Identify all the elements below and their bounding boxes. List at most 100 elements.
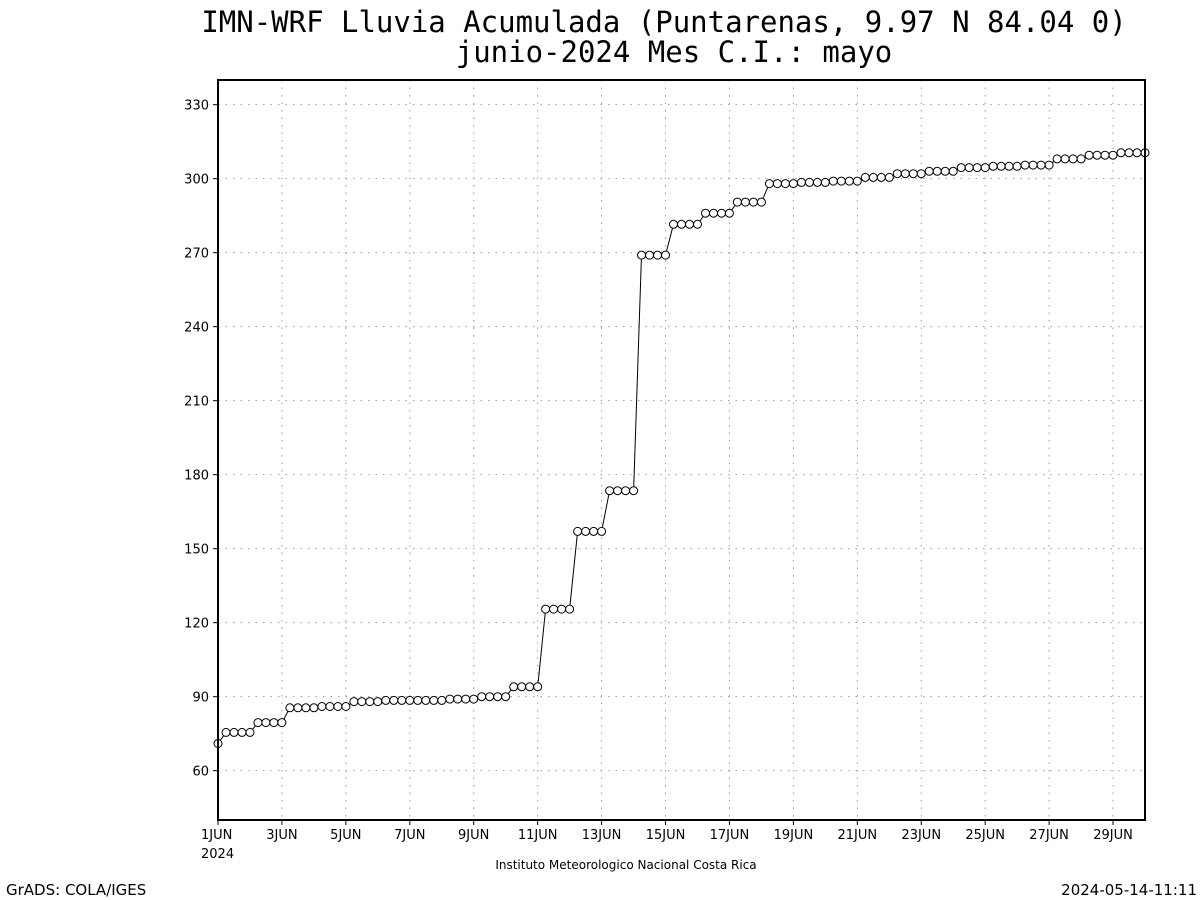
data-point bbox=[1060, 154, 1070, 164]
data-point bbox=[916, 169, 926, 179]
x-tick-label: 17JUN bbox=[710, 828, 750, 843]
chart-title: IMN-WRF Lluvia Acumulada (Puntarenas, 9.… bbox=[201, 5, 1126, 39]
data-point bbox=[533, 682, 543, 692]
data-point bbox=[748, 197, 758, 207]
y-tick-label: 240 bbox=[184, 321, 209, 336]
x-tick-label: 1JUN bbox=[201, 828, 232, 843]
x-tick-label: 13JUN bbox=[582, 828, 622, 843]
data-point bbox=[740, 197, 750, 207]
data-point bbox=[924, 166, 934, 176]
timestamp: 2024-05-14-11:11 bbox=[1061, 881, 1197, 899]
data-point bbox=[1004, 161, 1014, 171]
y-tick-label: 90 bbox=[192, 691, 209, 706]
data-point bbox=[597, 526, 607, 536]
data-point bbox=[453, 694, 463, 704]
y-axis: 60 90 120 150 180 210 240 270 300 330 bbox=[184, 99, 218, 780]
data-point bbox=[229, 727, 239, 737]
data-point bbox=[381, 695, 391, 705]
y-tick-label: 330 bbox=[184, 99, 209, 114]
x-tick-label: 21JUN bbox=[837, 828, 877, 843]
data-point bbox=[693, 219, 702, 229]
data-point bbox=[661, 250, 670, 260]
data-point bbox=[573, 526, 583, 536]
data-point bbox=[413, 695, 423, 705]
data-point bbox=[828, 176, 838, 186]
data-point bbox=[549, 604, 559, 614]
data-point bbox=[461, 694, 471, 704]
data-point bbox=[677, 219, 686, 229]
data-point bbox=[884, 172, 894, 182]
data-point bbox=[245, 727, 255, 737]
data-point bbox=[764, 179, 774, 189]
data-point bbox=[732, 197, 742, 207]
series-line bbox=[217, 152, 1145, 744]
data-point bbox=[996, 161, 1006, 171]
x-tick-sublabel: 2024 bbox=[201, 847, 234, 862]
data-point bbox=[932, 166, 942, 176]
data-point bbox=[493, 692, 503, 702]
x-tick-label: 27JUN bbox=[1029, 828, 1069, 843]
grid bbox=[218, 80, 1145, 820]
x-tick-label: 25JUN bbox=[965, 828, 1005, 843]
data-point bbox=[972, 163, 982, 173]
data-point bbox=[836, 176, 846, 186]
data-point bbox=[445, 694, 455, 704]
y-tick-label: 180 bbox=[184, 469, 209, 484]
data-point bbox=[477, 692, 487, 702]
data-point bbox=[389, 695, 399, 705]
data-point bbox=[237, 727, 247, 737]
data-point bbox=[605, 486, 615, 496]
y-tick-label: 120 bbox=[184, 617, 209, 632]
data-point bbox=[1012, 161, 1022, 171]
data-point bbox=[341, 702, 351, 711]
data-point bbox=[756, 197, 766, 207]
data-point bbox=[948, 166, 958, 176]
data-point bbox=[285, 703, 295, 713]
data-point bbox=[269, 718, 279, 728]
data-point bbox=[469, 694, 479, 704]
y-tick-label: 300 bbox=[184, 173, 209, 188]
data-point bbox=[1028, 160, 1038, 170]
data-point bbox=[1076, 154, 1086, 164]
data-point bbox=[1116, 148, 1126, 158]
x-tick-label: 7JUN bbox=[394, 828, 425, 843]
data-point bbox=[517, 682, 527, 692]
data-point bbox=[501, 692, 511, 702]
data-point bbox=[812, 177, 822, 187]
data-point bbox=[1020, 160, 1030, 170]
x-axis: 1JUN 2024 3JUN 5JUN 7JUN 9JUN 11JUN 13JUN 15JUN 1… bbox=[201, 820, 1133, 862]
data-point bbox=[277, 718, 287, 728]
data-point bbox=[892, 169, 902, 179]
data-point bbox=[357, 697, 367, 707]
data-point bbox=[333, 702, 343, 711]
chart-subtitle: junio-2024 Mes C.I.: mayo bbox=[456, 35, 893, 69]
x-tick-label: 5JUN bbox=[330, 828, 361, 843]
software-credit: GrADS: COLA/IGES bbox=[6, 881, 146, 899]
data-point bbox=[701, 208, 710, 218]
data-point bbox=[325, 702, 335, 711]
data-point bbox=[1068, 154, 1078, 164]
data-point bbox=[429, 695, 439, 705]
data-point bbox=[1084, 150, 1094, 160]
x-tick-label: 23JUN bbox=[901, 828, 941, 843]
data-point bbox=[629, 486, 639, 496]
data-point bbox=[772, 179, 782, 189]
data-point bbox=[221, 727, 231, 737]
data-point bbox=[717, 208, 726, 218]
data-point bbox=[525, 682, 535, 692]
data-point bbox=[709, 208, 718, 218]
data-point bbox=[1124, 148, 1134, 158]
series-group bbox=[213, 148, 1150, 748]
data-point bbox=[1036, 160, 1046, 170]
data-point bbox=[317, 702, 327, 711]
data-point bbox=[1100, 150, 1110, 160]
data-point bbox=[804, 177, 814, 187]
data-point bbox=[565, 604, 575, 614]
data-point bbox=[980, 163, 990, 173]
x-tick-label: 29JUN bbox=[1093, 828, 1133, 843]
y-tick-label: 60 bbox=[192, 765, 209, 780]
x-tick-label: 11JUN bbox=[518, 828, 558, 843]
data-point bbox=[261, 718, 271, 728]
data-point bbox=[1108, 150, 1118, 160]
data-point bbox=[365, 697, 375, 707]
